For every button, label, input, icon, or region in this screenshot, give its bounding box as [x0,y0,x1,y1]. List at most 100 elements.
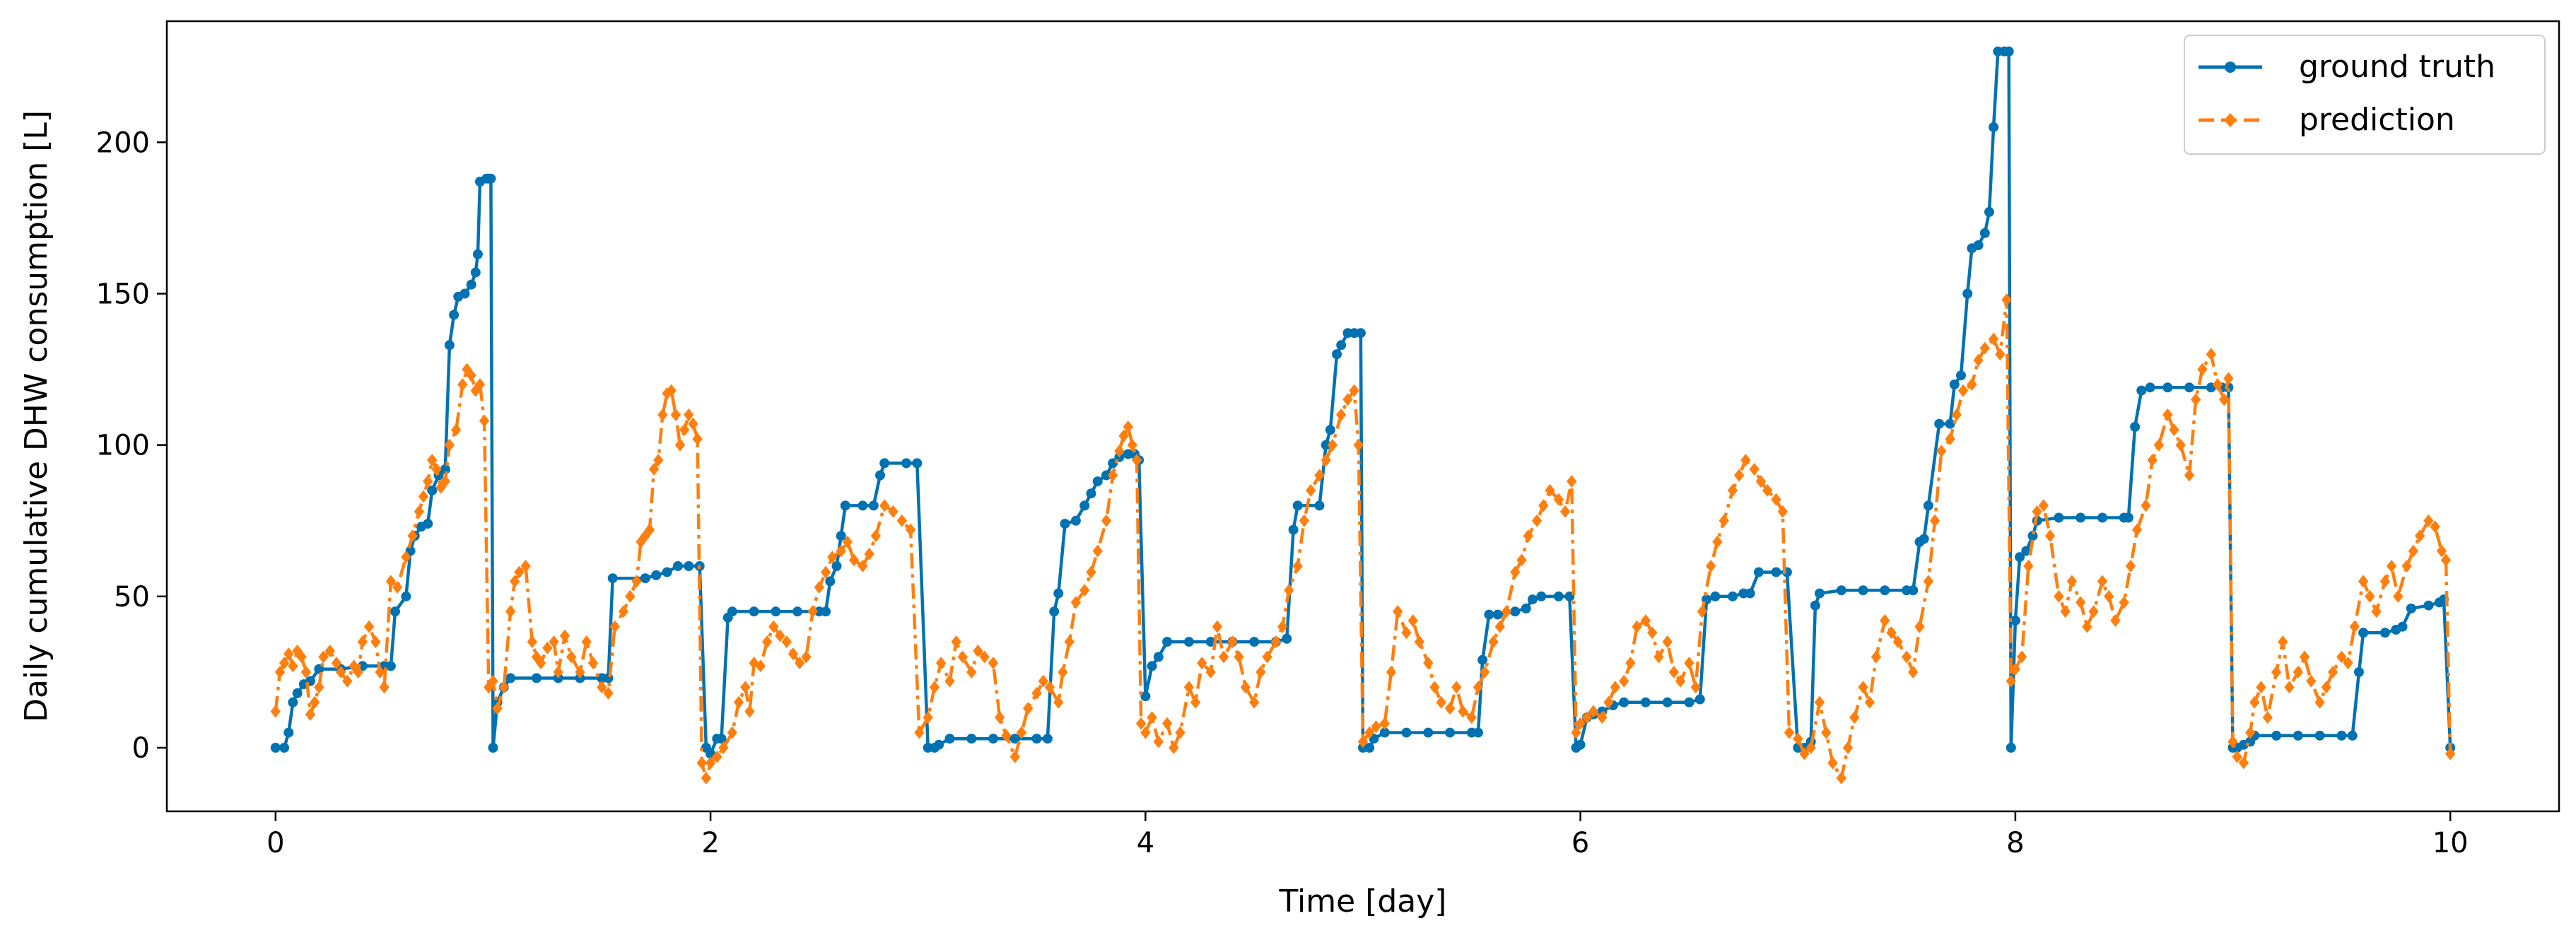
point-prediction-289 [2147,454,2158,467]
point-prediction-202 [1531,514,1542,527]
point-prediction-6 [296,650,307,664]
point-prediction-268 [2001,293,2012,307]
point-prediction-151 [1169,741,1179,754]
point-prediction-234 [1755,475,1767,488]
point-prediction-298 [2212,378,2223,391]
point-prediction-218 [1640,614,1651,628]
point-prediction-72 [657,408,668,421]
series-prediction [270,293,2456,784]
point-prediction-231 [1734,469,1745,482]
point-prediction-137 [1086,565,1096,579]
point-prediction-35 [451,423,462,437]
point-prediction-308 [2271,666,2282,678]
point-ground-truth-45 [672,561,683,571]
point-prediction-24 [392,581,403,594]
point-prediction-212 [1597,711,1608,724]
point-prediction-207 [1567,475,1577,488]
point-ground-truth-163 [1949,380,1960,389]
point-ground-truth-35 [505,673,516,683]
point-prediction-307 [2262,711,2273,724]
point-prediction-300 [2223,372,2234,385]
point-prediction-301 [2227,735,2238,748]
point-prediction-84 [712,750,722,763]
point-ground-truth-174 [2006,743,2016,753]
point-prediction-142 [1118,429,1129,442]
point-ground-truth-188 [2162,382,2173,393]
point-prediction-272 [2023,560,2034,572]
series-ground-truth [270,46,2456,759]
point-prediction-217 [1632,620,1642,633]
point-prediction-169 [1299,514,1310,527]
point-prediction-284 [2110,614,2121,628]
point-prediction-292 [2169,423,2179,437]
point-ground-truth-24 [459,288,470,299]
point-ground-truth-144 [1745,588,1755,599]
point-prediction-221 [1662,635,1673,649]
point-prediction-102 [827,551,838,564]
point-prediction-82 [701,771,712,784]
point-prediction-9 [310,695,320,709]
point-prediction-204 [1545,483,1555,497]
point-prediction-106 [857,560,868,572]
point-ground-truth-65 [875,470,885,481]
point-prediction-254 [1901,650,1912,664]
point-prediction-69 [644,523,655,536]
point-ground-truth-153 [1836,585,1846,596]
point-ground-truth-176 [2015,552,2025,563]
point-prediction-94 [775,629,785,642]
point-prediction-174 [1336,408,1347,421]
point-prediction-281 [2088,605,2099,618]
point-ground-truth-101 [1288,524,1299,535]
point-ground-truth-120 [1477,654,1488,665]
point-prediction-172 [1321,454,1331,467]
point-ground-truth-138 [1684,697,1694,707]
point-ground-truth-100 [1282,633,1292,644]
point-prediction-121 [973,645,983,657]
point-prediction-166 [1277,620,1288,633]
point-prediction-185 [1407,614,1418,628]
point-prediction-34 [444,438,455,452]
point-prediction-56 [559,629,570,642]
point-ground-truth-32 [488,743,498,753]
point-ground-truth-146 [1771,567,1781,577]
point-prediction-33 [440,475,450,488]
point-ground-truth-26 [470,267,481,278]
point-prediction-75 [670,408,681,421]
point-ground-truth-92 [1147,661,1157,671]
point-prediction-39 [470,384,481,397]
point-prediction-324 [2386,560,2397,572]
point-prediction-68 [640,529,650,543]
point-ground-truth-125 [1528,594,1538,605]
point-prediction-65 [625,589,636,603]
point-ground-truth-177 [2021,546,2032,556]
x-tick-label-3: 6 [1571,827,1589,859]
point-prediction-208 [1571,726,1581,739]
point-prediction-287 [2132,523,2143,536]
point-ground-truth-95 [1183,637,1194,647]
point-ground-truth-209 [2423,600,2434,611]
point-prediction-188 [1429,681,1440,694]
point-prediction-263 [1967,378,1977,391]
point-prediction-89 [744,705,755,718]
point-prediction-258 [1929,514,1940,527]
point-prediction-325 [2393,589,2404,603]
point-prediction-203 [1538,499,1549,512]
point-prediction-261 [1951,408,1962,421]
point-ground-truth-60 [831,561,842,571]
point-ground-truth-204 [2358,628,2369,638]
point-prediction-53 [542,641,553,654]
point-ground-truth-123 [1510,606,1521,617]
point-ground-truth-112 [1364,743,1375,753]
point-prediction-193 [1466,711,1477,724]
point-prediction-291 [2162,408,2173,421]
legend: ground truth prediction [2184,35,2546,155]
point-prediction-76 [674,438,686,452]
point-prediction-31 [431,463,442,476]
point-ground-truth-136 [1640,697,1651,707]
point-prediction-201 [1523,529,1533,543]
legend-label-ground-truth: ground truth [2299,49,2495,85]
point-ground-truth-44 [662,567,672,577]
point-prediction-88 [740,681,751,694]
point-ground-truth-102 [1292,500,1303,511]
point-prediction-21 [375,666,385,678]
